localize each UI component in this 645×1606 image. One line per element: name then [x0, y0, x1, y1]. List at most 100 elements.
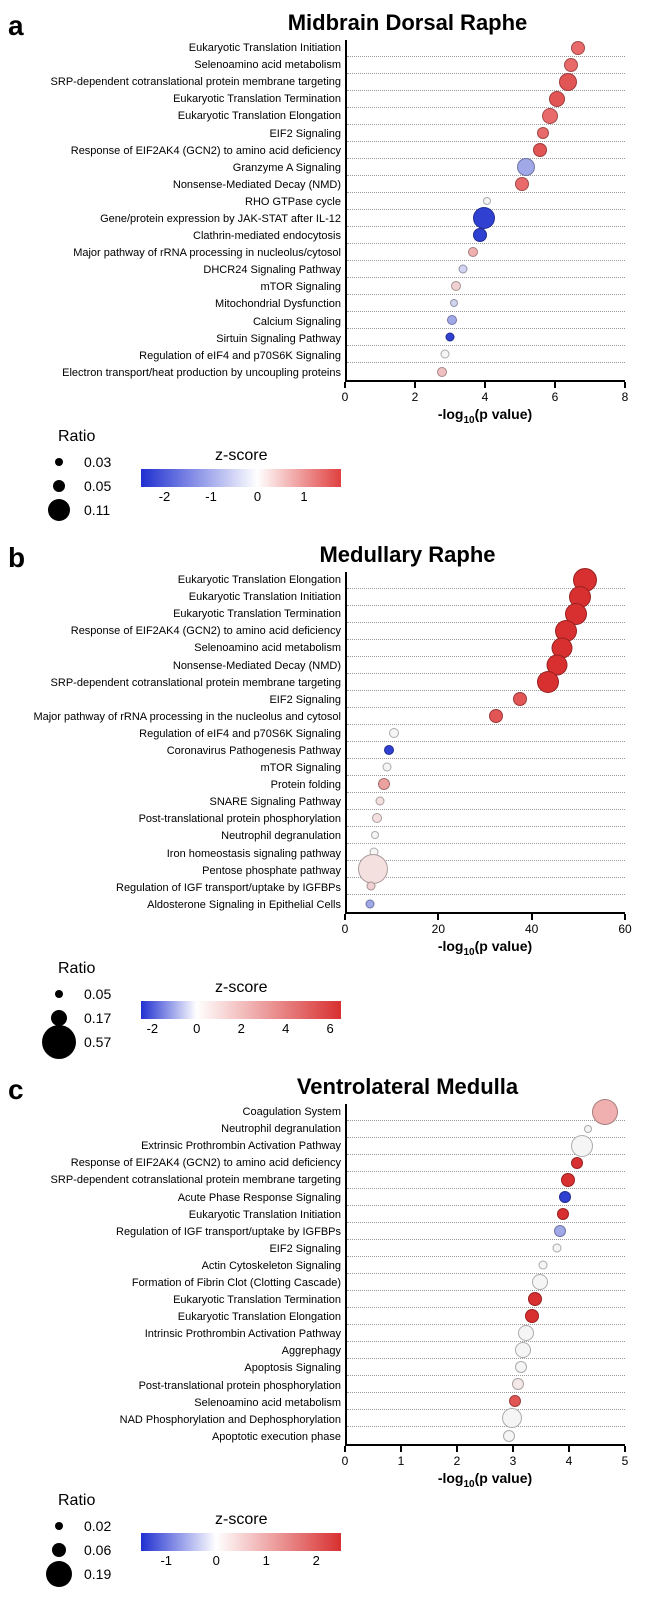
pathway-dot: [559, 1191, 571, 1203]
pathway-label: Selenoamino acid metabolism: [0, 57, 341, 74]
ratio-legend-value: 0.11: [84, 502, 110, 518]
pathway-row: [347, 295, 625, 312]
pathway-label: Major pathway of rRNA processing in the …: [0, 709, 341, 726]
y-axis-labels: Eukaryotic Translation InitiationSelenoa…: [0, 40, 345, 382]
pathway-label: EIF2 Signaling: [0, 692, 341, 709]
pathway-label: Sirtuin Signaling Pathway: [0, 331, 341, 348]
zscore-ticks: -20246: [141, 1019, 341, 1035]
x-tick-label: 2: [412, 390, 419, 404]
pathway-row: [347, 691, 625, 708]
pathway-dot: [367, 882, 376, 891]
pathway-label: Selenoamino acid metabolism: [0, 1395, 341, 1412]
pathway-label: Clathrin-mediated endocytosis: [0, 228, 341, 245]
x-tick: [624, 1446, 626, 1452]
y-axis-labels: Coagulation SystemNeutrophil degranulati…: [0, 1104, 345, 1446]
panel-title: Midbrain Dorsal Raphe: [180, 10, 635, 36]
pathway-label: Intrinsic Prothrombin Activation Pathway: [0, 1326, 341, 1343]
pathway-label: Aldosterone Signaling in Epithelial Cell…: [0, 897, 341, 914]
pathway-dot: [446, 333, 455, 342]
ratio-legend-dot: [51, 1010, 67, 1026]
panel-title: Ventrolateral Medulla: [180, 1074, 635, 1100]
x-axis-title: -log10(p value): [345, 406, 625, 426]
pathway-dot: [451, 281, 461, 291]
pathway-label: RHO GTPase cycle: [0, 194, 341, 211]
x-tick-label: 6: [552, 390, 559, 404]
pathway-row: [347, 1325, 625, 1342]
panel-label: a: [8, 10, 24, 42]
ratio-legend-dot: [55, 990, 63, 998]
panel-label: b: [8, 542, 25, 574]
pathway-dot: [473, 207, 495, 229]
pathway-dot: [571, 1135, 593, 1157]
pathway-label: SRP-dependent cotranslational protein me…: [0, 1172, 341, 1189]
pathway-row: [347, 606, 625, 623]
legend-block: Ratio0.030.050.11z-score-2-101: [0, 428, 635, 522]
pathway-label: Pentose phosphate pathway: [0, 863, 341, 880]
pathway-dot: [473, 228, 487, 242]
pathway-label: Coagulation System: [0, 1104, 341, 1121]
pathway-dot: [564, 58, 578, 72]
zscore-legend: z-score-20246: [141, 979, 341, 1035]
zscore-tick-label: -2: [147, 1021, 159, 1036]
pathway-dot: [553, 1244, 562, 1253]
ratio-legend-value: 0.03: [84, 454, 111, 470]
pathway-label: Eukaryotic Translation Termination: [0, 606, 341, 623]
pathway-dot: [375, 797, 384, 806]
pathway-label: Eukaryotic Translation Initiation: [0, 1207, 341, 1224]
zscore-colorbar: [141, 469, 341, 487]
pathway-label: Gene/protein expression by JAK-STAT afte…: [0, 211, 341, 228]
pathway-label: Iron homeostasis signaling pathway: [0, 846, 341, 863]
x-axis: 02468-log10(p value): [345, 382, 625, 418]
pathway-row: [347, 844, 625, 861]
pathway-row: [347, 1427, 625, 1444]
pathway-label: Nonsense-Mediated Decay (NMD): [0, 658, 341, 675]
pathway-label: Granzyme A Signaling: [0, 160, 341, 177]
pathway-row: [347, 1257, 625, 1274]
x-tick: [344, 382, 346, 388]
panel-label: c: [8, 1074, 24, 1106]
pathway-row: [347, 742, 625, 759]
pathway-row: [347, 159, 625, 176]
x-tick-label: 0: [342, 1454, 349, 1468]
ratio-legend-dot: [42, 1025, 76, 1059]
pathway-row: [347, 176, 625, 193]
pathway-row: [347, 1342, 625, 1359]
ratio-legend-value: 0.17: [84, 1010, 111, 1026]
ratio-legend-item: 0.19: [40, 1562, 111, 1586]
pathway-label: Extrinsic Prothrombin Activation Pathway: [0, 1138, 341, 1155]
pathway-dot: [513, 692, 527, 706]
zscore-tick-label: 2: [313, 1553, 320, 1568]
pathway-dot: [517, 158, 535, 176]
pathway-dot: [382, 763, 391, 772]
pathway-row: [347, 1376, 625, 1393]
pathway-row: [347, 210, 625, 227]
pathway-label: Electron transport/heat production by un…: [0, 365, 341, 382]
pathway-dot: [571, 41, 585, 55]
ratio-legend-title: Ratio: [58, 1492, 111, 1510]
pathway-dot: [371, 831, 379, 839]
pathway-row: [347, 1308, 625, 1325]
pathway-dot: [515, 177, 529, 191]
pathway-dot: [557, 1208, 569, 1220]
pathway-label: EIF2 Signaling: [0, 1241, 341, 1258]
ratio-legend-item: 0.02: [40, 1514, 111, 1538]
pathway-row: [347, 725, 625, 742]
pathway-row: [347, 793, 625, 810]
x-tick: [437, 914, 439, 920]
pathway-label: Neutrophil degranulation: [0, 1121, 341, 1138]
pathway-row: [347, 1410, 625, 1427]
ratio-legend-value: 0.05: [84, 478, 111, 494]
pathway-row: [347, 1274, 625, 1291]
pathway-row: [347, 108, 625, 125]
pathway-label: Apoptosis Signaling: [0, 1360, 341, 1377]
zscore-tick-label: -1: [160, 1553, 172, 1568]
zscore-legend: z-score-1012: [141, 1511, 341, 1567]
pathway-row: [347, 776, 625, 793]
ratio-legend-value: 0.05: [84, 986, 111, 1002]
pathway-label: Post-translational protein phosphorylati…: [0, 811, 341, 828]
pathway-dot: [539, 1261, 548, 1270]
pathway-dot: [542, 108, 558, 124]
pathway-dot: [549, 91, 565, 107]
pathway-row: [347, 674, 625, 691]
panel-title: Medullary Raphe: [180, 542, 635, 568]
